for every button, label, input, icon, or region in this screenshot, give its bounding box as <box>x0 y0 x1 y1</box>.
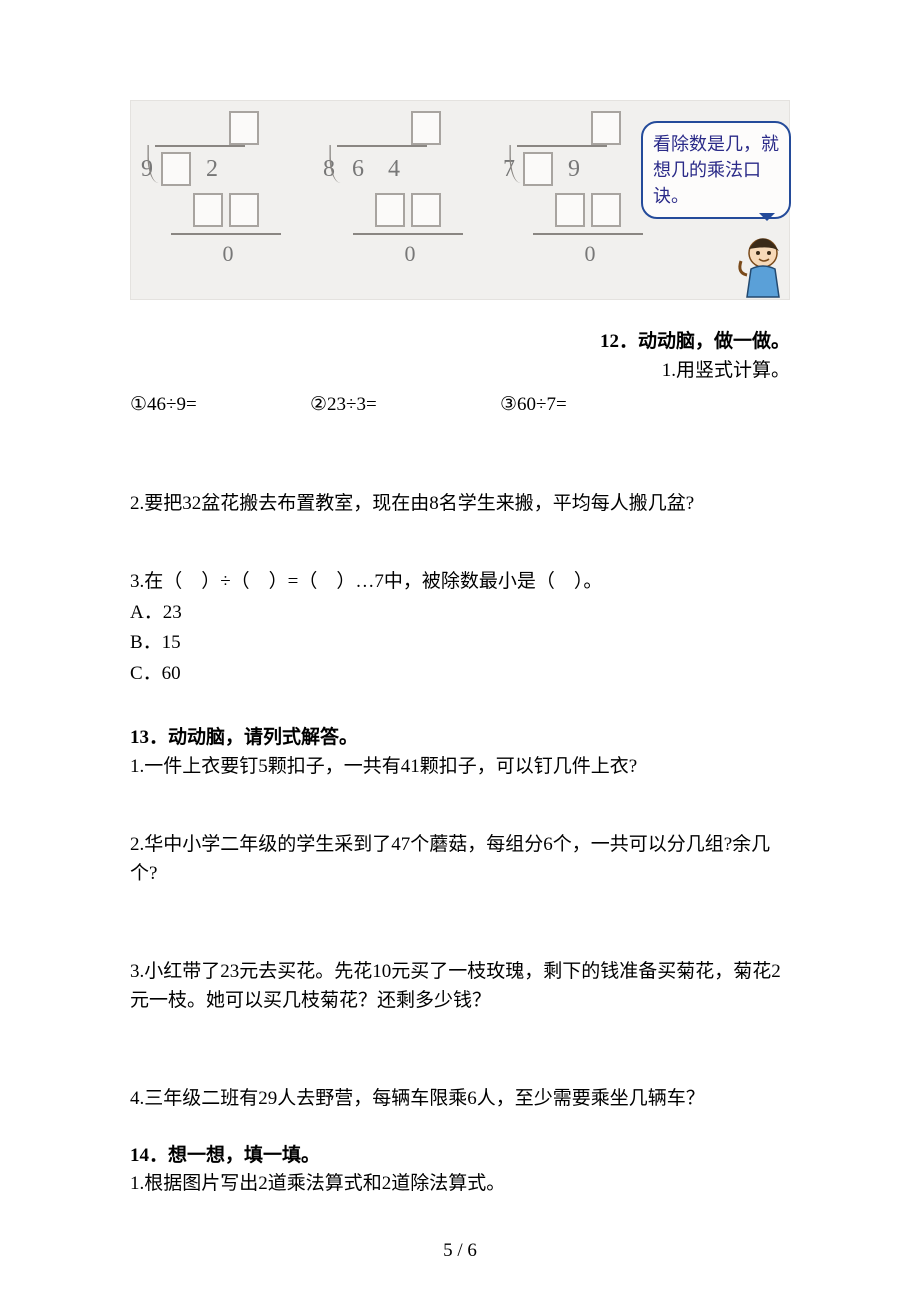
dividend-ones: 4 <box>379 151 409 187</box>
q12-sub1-items: ①46÷9= ②23÷3= ③60÷7= <box>130 391 790 420</box>
tip-bubble: 看除数是几，就想几的乘法口诀。 <box>641 121 791 219</box>
q12-sub3-opt-b: B．15 <box>130 629 790 658</box>
subtraction-bar <box>171 233 281 235</box>
dividend-tens-box <box>161 152 191 186</box>
dividend-ones: 9 <box>559 151 589 187</box>
sub-box <box>591 193 621 227</box>
sub-box <box>555 193 585 227</box>
q14-heading: 14．想一想，填一填。 <box>130 1142 790 1171</box>
q14-p1: 1.根据图片写出2道乘法算式和2道除法算式。 <box>130 1170 790 1199</box>
dividend-ones: 2 <box>197 151 227 187</box>
q13-p2: 2.华中小学二年级的学生采到了47个蘑菇，每组分6个，一共可以分几组?余几个? <box>130 831 790 888</box>
dividend: 6 4 <box>337 145 427 187</box>
dividend: 9 <box>517 145 607 187</box>
cartoon-boy-icon <box>729 229 789 299</box>
remainder: 0 <box>395 237 425 270</box>
dividend-tens-box <box>523 152 553 186</box>
remainder: 0 <box>213 237 243 270</box>
tip-bubble-area: 看除数是几，就想几的乘法口诀。 <box>641 121 791 219</box>
subtraction-bar <box>533 233 643 235</box>
dividend-tens: 6 <box>343 151 373 187</box>
q13-heading: 13．动动脑，请列式解答。 <box>130 724 790 753</box>
q12-sub1-label: 1.用竖式计算。 <box>130 357 790 386</box>
q13-p3: 3.小红带了23元去买花。先花10元买了一枝玫瑰，剩下的钱准备买菊花，菊花2元一… <box>130 958 790 1015</box>
q12-item-c: ③60÷7= <box>500 391 670 420</box>
q12-sub3-opt-a: A．23 <box>130 599 790 628</box>
long-division-1: 9 2 0 <box>141 111 281 270</box>
sub-box <box>411 193 441 227</box>
q12-item-a: ①46÷9= <box>130 391 310 420</box>
q12-heading: 12．动动脑，做一做。 <box>130 328 790 357</box>
long-division-2: 8 6 4 0 <box>323 111 463 270</box>
sub-box <box>229 193 259 227</box>
q12-sub2: 2.要把32盆花搬去布置教室，现在由8名学生来搬，平均每人搬几盆? <box>130 490 790 519</box>
q13-p1: 1.一件上衣要钉5颗扣子，一共有41颗扣子，可以钉几件上衣? <box>130 753 790 782</box>
sub-box <box>375 193 405 227</box>
subtraction-bar <box>353 233 463 235</box>
q12-sub3-stem: 3.在（ ）÷（ ）=（ ）…7中，被除数最小是（ ）。 <box>130 568 790 597</box>
quotient-box <box>229 111 259 145</box>
quotient-box <box>411 111 441 145</box>
quotient-box <box>591 111 621 145</box>
long-division-3: 7 9 0 <box>503 111 643 270</box>
q13-p4: 4.三年级二班有29人去野营，每辆车限乘6人，至少需要乘坐几辆车？ <box>130 1085 790 1114</box>
dividend: 2 <box>155 145 245 187</box>
q12-heading-block: 12．动动脑，做一做。 1.用竖式计算。 <box>130 328 790 385</box>
sub-box <box>193 193 223 227</box>
remainder: 0 <box>575 237 605 270</box>
page-number: 5 / 6 <box>0 1240 920 1262</box>
q12-item-b: ②23÷3= <box>310 391 500 420</box>
q12-sub3-opt-c: C．60 <box>130 660 790 689</box>
long-division-figure: 9 2 0 8 6 4 0 <box>130 100 790 300</box>
